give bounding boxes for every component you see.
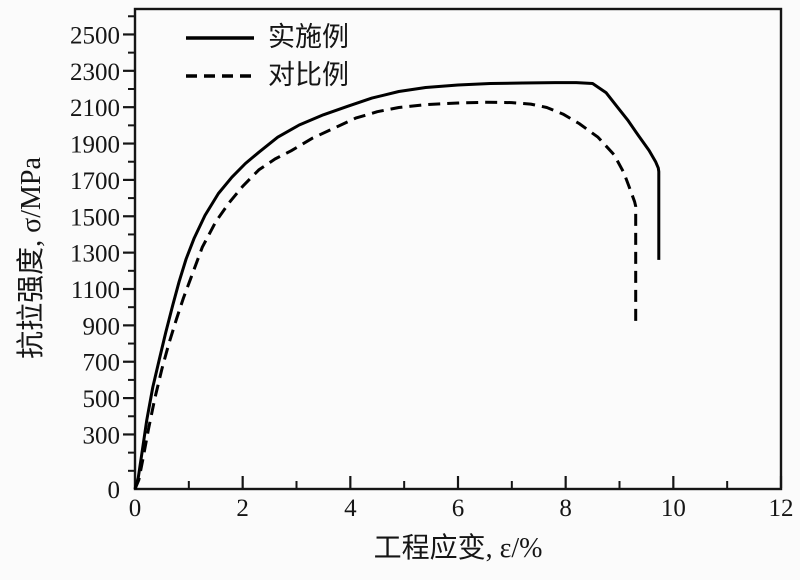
- y-tick-label: 1500: [70, 204, 120, 231]
- dashed-line-swatch-icon: [186, 73, 254, 78]
- y-tick-label: 500: [83, 386, 121, 413]
- legend: 实施例 对比例: [186, 20, 349, 93]
- y-tick-label: 1100: [71, 277, 120, 304]
- x-tick-label: 8: [559, 495, 572, 522]
- y-tick-label: 700: [83, 350, 121, 377]
- legend-item-solid: 实施例: [186, 20, 349, 55]
- x-axis-title: 工程应变, ε/%: [373, 533, 543, 564]
- curve-dashed: [133, 100, 638, 490]
- x-tick-label: 12: [769, 495, 794, 522]
- x-tick-label: 0: [129, 495, 142, 522]
- y-tick-label: 2500: [70, 22, 120, 49]
- x-tick-label: 4: [344, 495, 357, 522]
- y-tick-label: 1700: [70, 168, 120, 195]
- y-tick-label: 2100: [70, 95, 120, 122]
- legend-item-dashed: 对比例: [186, 58, 349, 93]
- y-tick-label: 300: [83, 422, 121, 449]
- y-tick-label: 0: [108, 477, 121, 504]
- y-tick-label: 2300: [70, 59, 120, 86]
- legend-label: 对比例: [268, 60, 349, 90]
- legend-label: 实施例: [268, 22, 349, 52]
- x-tick-label: 6: [452, 495, 465, 522]
- plot-frame: [133, 7, 783, 491]
- curve-solid: [133, 81, 661, 490]
- y-axis-title: 抗拉强度, σ/MPa: [16, 157, 47, 359]
- y-tick-label: 1300: [70, 241, 120, 268]
- x-tick-label: 10: [661, 495, 686, 522]
- solid-line-swatch-icon: [186, 35, 254, 40]
- y-tick-label: 900: [83, 313, 121, 340]
- x-tick-label: 2: [236, 495, 249, 522]
- y-tick-label: 1900: [70, 132, 120, 159]
